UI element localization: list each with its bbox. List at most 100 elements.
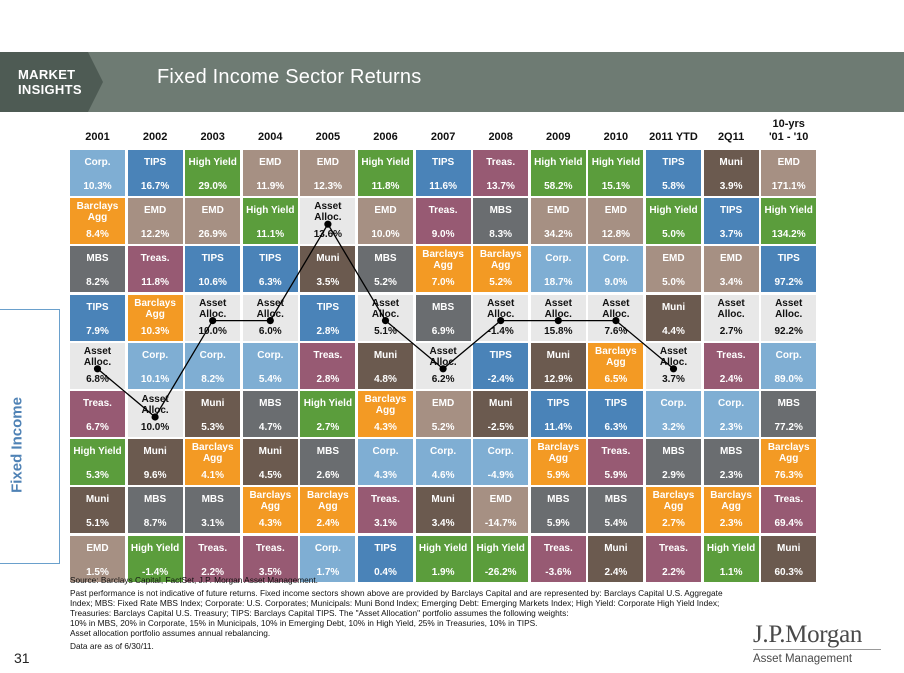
- sector-cell-emd: EMD 26.9%: [185, 198, 241, 245]
- sector-name: MBS: [316, 446, 339, 458]
- sector-cell-high-yield: High Yield 58.2%: [530, 150, 586, 196]
- sector-cell-tips: TIPS 10.6%: [185, 246, 241, 293]
- sector-name: High Yield: [246, 205, 295, 217]
- sector-return: 5.4%: [604, 518, 628, 530]
- sector-name: Muni: [661, 301, 686, 313]
- sector-return: 77.2%: [774, 422, 803, 433]
- sector-name: Asset Alloc.: [659, 345, 688, 368]
- sector-return: 58.2%: [544, 181, 573, 192]
- sector-cell-tips: TIPS 6.3%: [242, 246, 298, 293]
- sector-name: High Yield: [73, 446, 122, 458]
- column-header-2002: 2002: [142, 131, 168, 143]
- sector-return: 0.4%: [374, 566, 397, 578]
- asset-alloc-point: [93, 365, 102, 373]
- sector-cell-mbs: MBS 2.6%: [300, 439, 356, 486]
- sector-cell-corp: Corp. 3.2%: [646, 391, 701, 437]
- footnote-line: Asset allocation portfolio assumes annua…: [70, 628, 271, 638]
- sector-cell-tips: TIPS 11.4%: [530, 391, 586, 437]
- sector-cell-muni: Muni 2.4%: [588, 535, 644, 582]
- sector-return: 12.2%: [140, 229, 170, 241]
- sector-name: MBS: [201, 494, 224, 506]
- sector-return: 10.0%: [140, 422, 170, 433]
- sector-name: Muni: [719, 157, 743, 168]
- sector-cell-mbs: MBS 5.9%: [530, 487, 586, 534]
- sector-cell-corp: Corp. 10.1%: [127, 342, 183, 389]
- source-note: Source: Barclays Capital, FactSet, J.P. …: [70, 575, 318, 585]
- sector-return: 18.7%: [544, 277, 573, 289]
- sector-return: 11.1%: [256, 229, 285, 241]
- sector-cell-muni: Muni 12.9%: [530, 342, 586, 389]
- sector-cell-asset-alloc: Asset Alloc. 6.8%: [70, 342, 125, 389]
- sector-name: Barclays Agg: [595, 345, 637, 368]
- sector-return: 7.6%: [604, 325, 628, 337]
- sector-cell-high-yield: High Yield 15.1%: [588, 150, 644, 196]
- sector-cell-tips: TIPS -2.4%: [473, 342, 529, 389]
- sector-name: EMD: [86, 542, 109, 554]
- sector-cell-mbs: MBS 8.2%: [70, 246, 125, 293]
- asset-alloc-point: [497, 317, 505, 325]
- sector-name: High Yield: [534, 157, 583, 168]
- sector-cell-emd: EMD 5.2%: [415, 391, 471, 437]
- sector-name: Asset Alloc.: [371, 297, 400, 320]
- sector-cell-barclays-agg: Barclays Agg 5.2%: [473, 246, 529, 293]
- sector-name: Corp.: [660, 398, 687, 409]
- sector-return: 2.3%: [719, 470, 743, 482]
- sector-cell-treas: Treas. 6.7%: [70, 391, 125, 437]
- sector-name: TIPS: [374, 542, 397, 554]
- logo-subtitle: Asset Management: [753, 649, 881, 665]
- sector-cell-high-yield: High Yield -1.4%: [127, 535, 183, 582]
- sector-return: 6.3%: [258, 277, 282, 289]
- sector-return: 134.2%: [771, 229, 806, 241]
- sector-cell-asset-alloc: Asset Alloc. 2.7%: [703, 294, 759, 341]
- sector-name: Treas.: [543, 542, 573, 554]
- sector-return: 2.8%: [316, 325, 340, 337]
- sector-name: EMD: [604, 205, 627, 217]
- sector-cell-treas: Treas. 2.8%: [300, 342, 356, 389]
- sector-return: 89.0%: [774, 373, 803, 385]
- sector-cell-treas: Treas. 69.4%: [761, 487, 817, 534]
- sector-name: EMD: [489, 494, 512, 506]
- sector-name: EMD: [719, 253, 743, 265]
- sector-return: 6.8%: [86, 373, 109, 385]
- sector-cell-emd: EMD 5.0%: [646, 246, 701, 293]
- side-tab: [0, 309, 60, 564]
- sector-return: 11.8%: [141, 277, 169, 289]
- sector-cell-muni: Muni 4.8%: [358, 342, 413, 389]
- sector-cell-high-yield: High Yield 2.7%: [300, 391, 356, 437]
- sector-name: MBS: [431, 301, 455, 313]
- sector-name: Corp.: [314, 542, 341, 554]
- asset-alloc-point: [209, 317, 217, 325]
- sector-name: Corp.: [602, 253, 629, 265]
- sector-name: Treas.: [428, 205, 458, 217]
- sector-cell-treas: Treas. 9.0%: [415, 198, 471, 245]
- sector-cell-emd: EMD 12.8%: [588, 198, 644, 245]
- sector-return: 3.9%: [719, 181, 743, 192]
- sector-return: 11.4%: [544, 422, 573, 433]
- sector-return: 10.3%: [140, 325, 170, 337]
- sector-name: EMD: [259, 157, 282, 168]
- sector-name: MBS: [489, 205, 512, 217]
- sector-name: Corp.: [430, 446, 457, 458]
- sector-cell-corp: Corp. 9.0%: [588, 246, 644, 293]
- sector-return: 9.0%: [431, 229, 455, 241]
- sector-name: TIPS: [604, 398, 627, 409]
- sector-cell-corp: Corp. 18.7%: [530, 246, 586, 293]
- sector-return: 3.7%: [719, 229, 743, 241]
- sector-name: Asset Alloc.: [83, 345, 112, 368]
- sector-cell-corp: Corp. 5.4%: [242, 342, 298, 389]
- sector-return: 5.1%: [86, 518, 109, 530]
- column-header-2004: 2004: [258, 131, 283, 143]
- sector-return: 4.1%: [201, 470, 225, 482]
- sector-cell-tips: TIPS 11.6%: [415, 150, 471, 196]
- sector-cell-treas: Treas. 2.2%: [185, 535, 241, 582]
- sector-cell-barclays-agg: Barclays Agg 2.7%: [646, 487, 701, 534]
- sector-return: 10.0%: [198, 325, 227, 337]
- sector-cell-treas: Treas. 3.5%: [242, 535, 298, 582]
- sector-name: Barclays Agg: [422, 249, 464, 272]
- brand-line-1: MARKET: [18, 67, 76, 82]
- sector-name: Corp.: [775, 349, 802, 361]
- sector-cell-barclays-agg: Barclays Agg 5.9%: [530, 439, 586, 486]
- sector-name: TIPS: [662, 157, 685, 168]
- sector-return: -26.2%: [484, 566, 517, 578]
- sector-name: Corp.: [257, 349, 284, 361]
